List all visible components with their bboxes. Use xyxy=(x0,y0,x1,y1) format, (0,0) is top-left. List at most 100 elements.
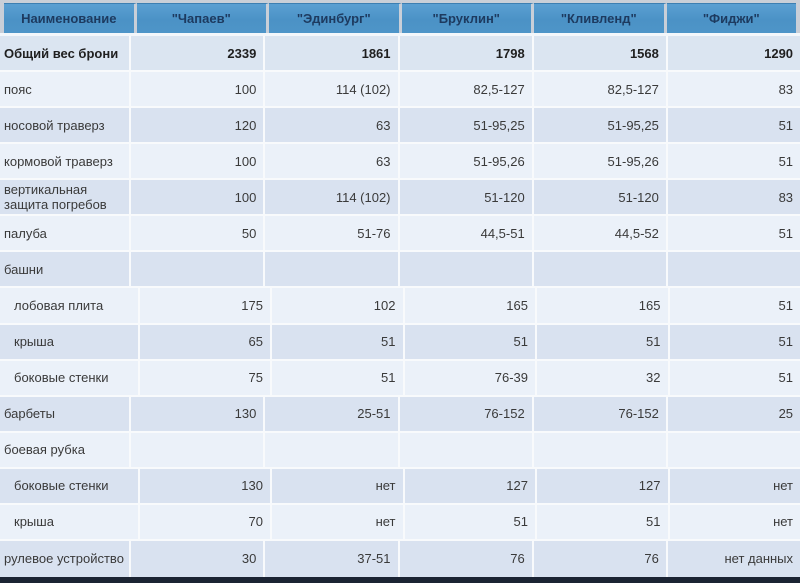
row-label-cell: крыша xyxy=(0,504,140,539)
value-cell: 51 xyxy=(669,288,800,323)
value-cell: 44,5-52 xyxy=(533,216,668,251)
row-label-cell: боковые стенки xyxy=(0,360,140,395)
value-cell: нет xyxy=(669,504,800,539)
table-body: Общий вес брони 2339 1861 1798 1568 1290 пояс 1… xyxy=(0,36,800,577)
column-header-brooklyn: "Бруклин" xyxy=(401,3,534,33)
table-header-row: Наименование "Чапаев" "Эдинбург" "Брукли… xyxy=(4,3,796,33)
value-cell: 100 xyxy=(131,144,266,179)
value-cell: 100 xyxy=(131,180,266,215)
table-row: крыша 65 51 51 51 51 xyxy=(0,324,800,361)
value-cell: 2339 xyxy=(131,36,266,71)
table-row: Общий вес брони 2339 1861 1798 1568 1290 xyxy=(0,36,800,73)
value-cell: 165 xyxy=(537,288,670,323)
table-row: барбеты 130 25-51 76-152 76-152 25 xyxy=(0,396,800,433)
value-cell: 51-76 xyxy=(265,216,400,251)
row-label-cell: Общий вес брони xyxy=(0,36,132,71)
column-header-cleveland: "Кливленд" xyxy=(534,3,667,33)
value-cell: 51 xyxy=(272,360,405,395)
value-cell xyxy=(265,252,400,287)
row-label-cell: носовой траверз xyxy=(0,108,132,143)
value-cell: 175 xyxy=(139,288,272,323)
value-cell: 130 xyxy=(131,396,266,431)
row-label-cell: крыша xyxy=(0,324,140,359)
value-cell: 25-51 xyxy=(265,396,400,431)
value-cell: 51 xyxy=(669,360,800,395)
table-row: боевая рубка xyxy=(0,432,800,469)
value-cell: 82,5-127 xyxy=(533,72,668,107)
value-cell: 70 xyxy=(139,504,272,539)
value-cell: 51 xyxy=(272,324,405,359)
table-row: вертикальная защита погребов 100 114 (102)… xyxy=(0,180,800,217)
value-cell: 63 xyxy=(265,108,400,143)
table-row: лобовая плита 175 102 165 165 51 xyxy=(0,288,800,325)
table-row: палуба 50 51-76 44,5-51 44,5-52 51 xyxy=(0,216,800,253)
value-cell: нет xyxy=(669,468,800,503)
column-header-chapaev: "Чапаев" xyxy=(136,3,269,33)
row-label-cell: пояс xyxy=(0,72,132,107)
column-header-edinburgh: "Эдинбург" xyxy=(269,3,402,33)
row-label-cell: вертикальная защита погребов xyxy=(0,180,132,215)
value-cell: 100 xyxy=(131,72,266,107)
value-cell: 1798 xyxy=(399,36,534,71)
value-cell: 1861 xyxy=(265,36,400,71)
value-cell: 114 (102) xyxy=(265,72,400,107)
value-cell xyxy=(131,252,266,287)
value-cell: 76-152 xyxy=(399,396,534,431)
column-header-name: Наименование xyxy=(4,3,137,33)
value-cell: 165 xyxy=(404,288,537,323)
value-cell: 63 xyxy=(265,144,400,179)
value-cell xyxy=(533,432,668,467)
value-cell: 44,5-51 xyxy=(399,216,534,251)
value-cell: 51-95,26 xyxy=(399,144,534,179)
table-row: носовой траверз 120 63 51-95,25 51-95,25 51 xyxy=(0,108,800,145)
value-cell: 76-152 xyxy=(533,396,668,431)
value-cell: 51 xyxy=(404,324,537,359)
table-row: боковые стенки 130 нет 127 127 нет xyxy=(0,468,800,505)
value-cell: нет xyxy=(272,468,405,503)
value-cell: 51 xyxy=(667,108,800,143)
value-cell: 83 xyxy=(667,72,800,107)
row-label-cell: боковые стенки xyxy=(0,468,140,503)
value-cell: 50 xyxy=(131,216,266,251)
value-cell: нет xyxy=(272,504,405,539)
row-label-cell: лобовая плита xyxy=(0,288,140,323)
value-cell: 76-39 xyxy=(404,360,537,395)
value-cell xyxy=(399,432,534,467)
value-cell: 83 xyxy=(667,180,800,215)
value-cell: 76 xyxy=(533,540,668,577)
table-row: боковые стенки 75 51 76-39 32 51 xyxy=(0,360,800,397)
value-cell: 51-95,26 xyxy=(533,144,668,179)
value-cell: 37-51 xyxy=(265,540,400,577)
value-cell: нет данных xyxy=(667,540,800,577)
value-cell xyxy=(667,252,800,287)
value-cell: 127 xyxy=(537,468,670,503)
value-cell: 51-120 xyxy=(399,180,534,215)
value-cell: 51 xyxy=(667,216,800,251)
value-cell: 51-120 xyxy=(533,180,668,215)
row-label-cell: рулевое устройство xyxy=(0,540,132,577)
value-cell: 32 xyxy=(537,360,670,395)
value-cell: 65 xyxy=(139,324,272,359)
value-cell: 51-95,25 xyxy=(533,108,668,143)
value-cell: 30 xyxy=(131,540,266,577)
table-row: кормовой траверз 100 63 51-95,26 51-95,26 51 xyxy=(0,144,800,181)
row-label-cell: боевая рубка xyxy=(0,432,132,467)
value-cell: 51-95,25 xyxy=(399,108,534,143)
value-cell: 1568 xyxy=(533,36,668,71)
header-body-separator xyxy=(0,33,800,36)
row-label-cell: палуба xyxy=(0,216,132,251)
value-cell: 120 xyxy=(131,108,266,143)
column-header-fiji: "Фиджи" xyxy=(666,3,796,33)
table-row: крыша 70 нет 51 51 нет xyxy=(0,504,800,541)
value-cell: 75 xyxy=(139,360,272,395)
value-cell: 51 xyxy=(537,504,670,539)
value-cell: 51 xyxy=(669,324,800,359)
value-cell: 25 xyxy=(667,396,800,431)
value-cell xyxy=(265,432,400,467)
value-cell: 114 (102) xyxy=(265,180,400,215)
row-label-cell: кормовой траверз xyxy=(0,144,132,179)
value-cell: 51 xyxy=(537,324,670,359)
value-cell: 51 xyxy=(667,144,800,179)
value-cell: 1290 xyxy=(667,36,800,71)
